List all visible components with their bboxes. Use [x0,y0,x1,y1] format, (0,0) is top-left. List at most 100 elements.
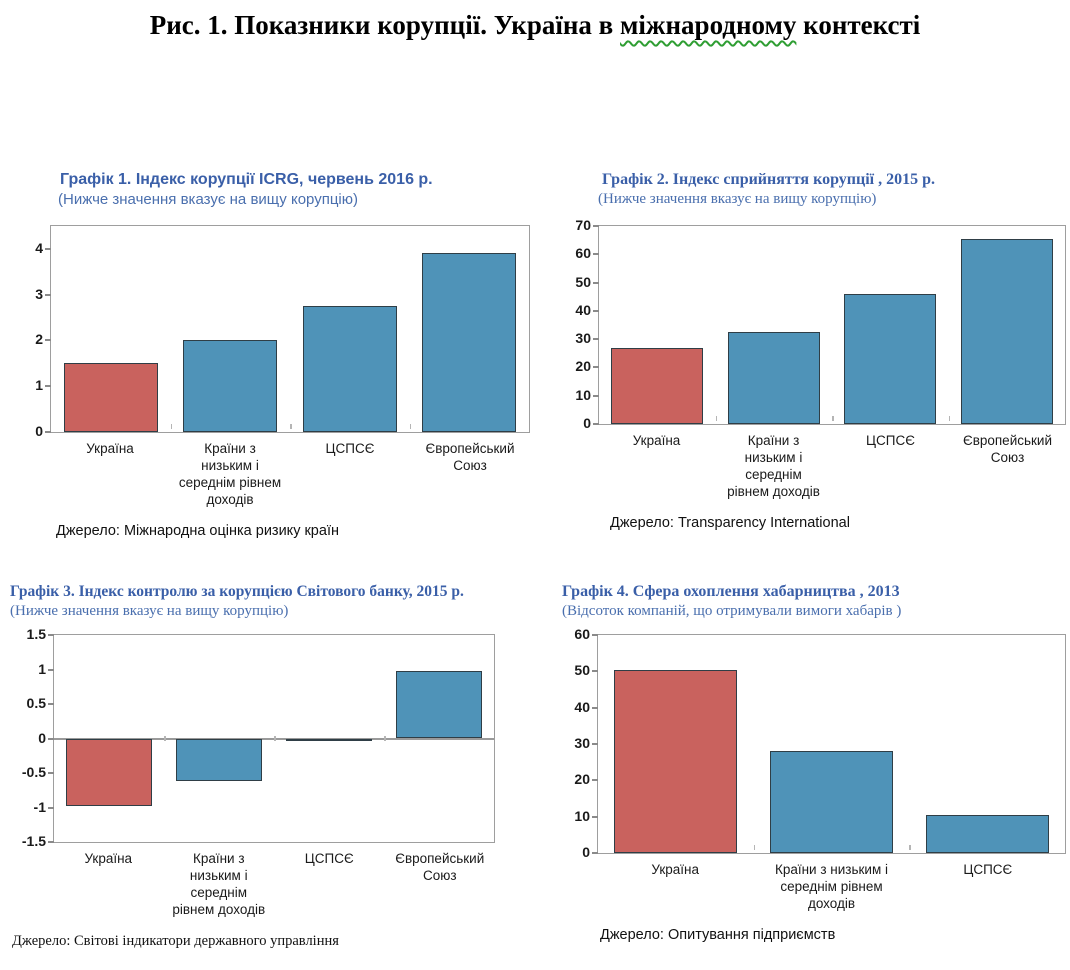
y-tick-label: -1 [33,798,46,815]
chart-1-y-axis: 0 1 2 3 4 [18,225,50,439]
bar-3 [285,738,373,741]
chart-4-source-note: Джерело: Опитування підприємств [600,927,836,943]
category-label: Країни з низьким і середнім рівнем доход… [172,851,266,917]
category-label: Європейський Союз [425,441,515,473]
chart-panel-2: Графік 2. Індекс сприйняття корупції , 2… [566,170,1066,531]
y-tick-mark [592,670,598,673]
x-tick-mark [753,845,756,850]
bar-4 [960,238,1053,424]
x-tick-mark [948,416,950,421]
bar-4 [395,670,483,739]
bar-1 [65,738,153,807]
y-tick-label: 50 [575,273,591,290]
y-tick-label: 1 [35,377,43,394]
y-tick-label: 0 [35,423,43,439]
bar-3 [925,814,1049,853]
y-tick-label: 0 [583,415,591,431]
category-label: Країни з низьким і середнім рівнем доход… [178,441,282,507]
chart-2-subtitle: (Нижче значення вказує на вищу корупцію) [598,191,877,207]
y-tick-mark [48,634,54,636]
x-tick-mark [170,424,172,429]
y-tick-mark [592,779,598,782]
chart-3-subtitle: (Нижче значення вказує на вищу корупцію) [10,603,289,619]
y-tick-label: 60 [575,245,591,262]
chart-3-source-note: Джерело: Світові індикатори державного у… [12,933,339,949]
y-tick-label: 20 [575,358,591,375]
category-label: ЦСПСЄ [866,433,915,448]
chart-3-x-axis-labels: Україна Країни з низьким і середнім рівне… [53,850,495,918]
y-tick-label: 0 [38,729,46,746]
chart-2-title: Графік 2. Індекс сприйняття корупції , 2… [602,171,935,188]
y-tick-mark [45,385,51,388]
chart-4-area: 0 10 20 30 40 50 60 [558,626,1066,860]
chart-3-plot-area [48,634,495,843]
x-tick-mark [164,736,166,741]
y-tick-label: 4 [35,239,43,256]
y-tick-label: -1.5 [21,833,46,849]
y-tick-label: 60 [574,626,590,642]
chart-4-y-axis: 0 10 20 30 40 50 60 [558,626,597,860]
chart-3-title: Графік 3. Індекс контролю за корупцією С… [10,583,464,600]
y-tick-label: 40 [574,698,590,715]
category-label: ЦСПСЄ [325,441,375,456]
y-tick-mark [45,293,51,296]
y-tick-mark [593,423,599,425]
chart-1-source-note: Джерело: Міжнародна оцінка ризику країн [56,523,339,539]
x-tick-mark [274,736,276,741]
y-tick-mark [45,339,51,342]
y-tick-mark [593,253,599,256]
x-tick-mark [290,424,292,429]
y-tick-label: 0.5 [26,695,46,711]
y-tick-mark [48,668,54,671]
y-tick-label: 3 [35,285,43,302]
category-label: Європейський Союз [395,851,485,883]
y-tick-mark [592,852,598,854]
bar-1 [611,347,704,424]
category-label: Україна [651,862,699,877]
y-tick-mark [593,281,599,284]
y-tick-mark [593,309,599,312]
x-tick-mark [909,845,911,850]
figure-title-text-end: контексті [796,10,921,40]
y-tick-label: 70 [575,217,591,233]
x-tick-mark [384,736,386,741]
category-label: Україна [84,851,133,866]
y-tick-mark [592,706,598,709]
figure-title: Рис. 1. Показники корупції. Україна в мі… [0,10,1070,41]
bar-1 [614,669,738,853]
chart-4-title: Графік 4. Сфера охоплення хабарництва , … [562,583,900,600]
y-tick-mark [45,431,51,433]
y-tick-label: 40 [575,301,591,318]
y-tick-mark [45,247,51,250]
bar-1 [63,363,158,432]
y-tick-label: 30 [574,735,590,751]
category-label: ЦСПСЄ [304,851,354,866]
chart-panel-1: Графік 1. Індекс корупції ICRG, червень … [18,170,530,539]
y-tick-label: 50 [574,662,590,679]
bar-2 [770,751,893,853]
chart-panel-4: Графік 4. Сфера охоплення хабарництва , … [558,582,1066,943]
bar-3 [302,306,397,432]
spellcheck-underlined-word: міжнародному [620,10,797,40]
category-label: Країни з низьким і середнім рівнем доход… [774,862,888,911]
bar-2 [183,340,278,432]
category-label: Європейський Союз [962,433,1053,465]
y-tick-mark [592,815,598,818]
bar-4 [422,253,517,432]
chart-4-plot-area [592,634,1066,854]
chart-2-y-axis: 0 10 20 30 40 50 60 70 [566,217,598,431]
bar-2 [175,738,263,782]
y-tick-mark [48,703,54,705]
category-label: Україна [632,433,681,448]
chart-3-area: -1.5 -1 -0.5 0 0.5 1 1.5 [8,626,495,849]
figure-title-text: Рис. 1. Показники корупції. Україна в [149,10,621,40]
category-label: Країни з низьким і середнім рівнем доход… [727,433,820,499]
y-tick-mark [48,772,54,774]
x-tick-mark [715,416,717,421]
y-tick-mark [592,634,598,636]
y-tick-mark [593,338,599,341]
chart-2-x-axis-labels: Україна Країни з низьким і середнім рівне… [598,432,1066,500]
category-label: ЦСПСЄ [963,862,1013,877]
category-label: Україна [86,441,134,456]
y-tick-mark [593,225,599,227]
